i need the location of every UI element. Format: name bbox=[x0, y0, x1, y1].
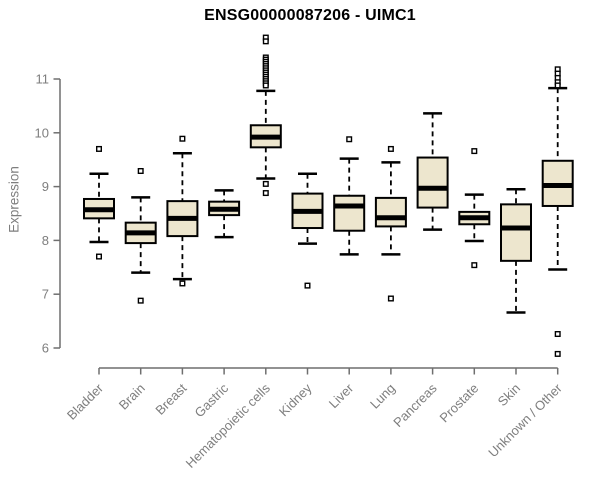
outlier-point bbox=[387, 295, 394, 302]
x-tick-label: Skin bbox=[495, 381, 523, 409]
box-group-liver bbox=[333, 136, 366, 256]
iqr-box bbox=[374, 196, 407, 228]
outlier-point bbox=[262, 180, 269, 187]
box-group-breast bbox=[166, 135, 199, 287]
iqr-box bbox=[333, 194, 366, 232]
y-tick-label: 7 bbox=[42, 287, 49, 302]
outlier-point bbox=[346, 136, 353, 143]
box-group-brain bbox=[124, 167, 157, 304]
outlier-point bbox=[95, 145, 102, 152]
x-tick-label: Lung bbox=[367, 381, 398, 412]
box-group-unknown-other bbox=[541, 66, 574, 357]
y-tick-label: 8 bbox=[42, 233, 49, 248]
y-tick-label: 6 bbox=[42, 341, 49, 356]
outlier-point bbox=[262, 190, 269, 197]
box-group-pancreas bbox=[416, 112, 449, 231]
box-group-gastric bbox=[208, 189, 241, 239]
y-axis-label: Expression bbox=[6, 166, 22, 233]
outlier-point bbox=[304, 282, 311, 289]
iqr-box bbox=[500, 203, 532, 262]
y-tick-label: 10 bbox=[35, 125, 49, 140]
outlier-point bbox=[471, 262, 478, 269]
outlier-point bbox=[262, 38, 269, 45]
box-group-bladder bbox=[83, 145, 115, 260]
y-tick-label: 11 bbox=[36, 72, 50, 87]
x-tick-label: Pancreas bbox=[390, 380, 440, 430]
outlier-point bbox=[95, 253, 102, 260]
outlier-point bbox=[471, 148, 478, 155]
box-group-lung bbox=[374, 145, 407, 302]
box-group-hematopoietic-cells bbox=[249, 34, 282, 197]
x-tick-label: Gastric bbox=[192, 380, 232, 420]
outlier-point bbox=[137, 167, 144, 174]
box-group-skin bbox=[500, 188, 532, 314]
y-tick-label: 9 bbox=[42, 179, 49, 194]
x-tick-label: Kidney bbox=[276, 380, 315, 419]
outlier-point bbox=[262, 82, 269, 89]
iqr-box bbox=[416, 156, 449, 209]
outlier-point bbox=[137, 297, 144, 304]
outlier-point bbox=[554, 331, 561, 338]
x-tick-label: Breast bbox=[152, 380, 189, 417]
outlier-point bbox=[387, 145, 394, 152]
box-group-kidney bbox=[291, 172, 324, 289]
box-group-prostate bbox=[458, 148, 491, 269]
outlier-point bbox=[554, 82, 561, 89]
outlier-point bbox=[179, 280, 186, 287]
x-tick-label: Prostate bbox=[437, 381, 482, 426]
x-tick-label: Bladder bbox=[64, 380, 107, 423]
x-tick-label: Unknown / Other bbox=[485, 380, 565, 460]
x-tick-label: Brain bbox=[116, 381, 148, 413]
chart-title: ENSG00000087206 - UIMC1 bbox=[204, 7, 416, 24]
outlier-point bbox=[554, 350, 561, 357]
x-tick-label: Liver bbox=[326, 380, 357, 411]
outlier-point bbox=[179, 135, 186, 142]
